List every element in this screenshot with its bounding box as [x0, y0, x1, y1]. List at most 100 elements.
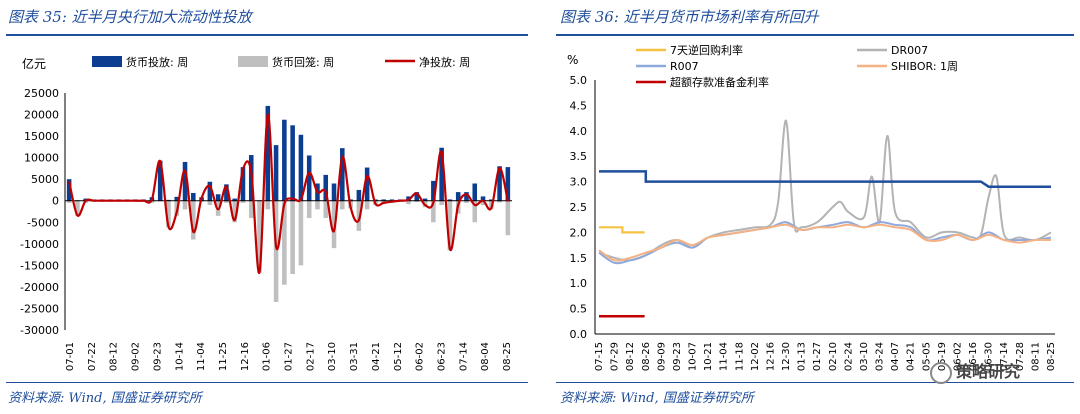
injection-bar	[472, 183, 478, 201]
injection-bar	[282, 119, 287, 201]
dr007-line	[598, 119, 1052, 262]
left-y-tick: -20000	[20, 281, 59, 294]
right-source-rule	[556, 382, 1074, 383]
left-y-tick: -30000	[20, 324, 59, 337]
right-x-tick: 11-04	[719, 342, 730, 371]
left-y-tick: 0	[52, 195, 59, 208]
right-x-tick: 06-30	[984, 342, 995, 371]
legend-r007-label: R007	[670, 60, 699, 73]
withdrawal-bar	[497, 200, 502, 203]
injection-bar	[306, 155, 312, 201]
right-y-tick: 2.0	[570, 226, 588, 239]
withdrawal-bar	[323, 200, 329, 218]
right-chart: % 5.0 4.5 4.0 3.5 3.0 2.5 2.0 1.5 1.0 0.5 0.0 07-15 0…	[567, 43, 1057, 371]
withdrawal-bar	[439, 200, 444, 206]
withdrawal-bar	[66, 200, 72, 203]
right-x-tick: 03-10	[859, 342, 870, 371]
injection-bar	[373, 199, 378, 201]
withdrawal-bar	[273, 200, 279, 302]
withdrawal-bar	[431, 200, 436, 223]
right-x-tick: 03-24	[875, 342, 886, 371]
right-y-tick: 1.0	[570, 277, 588, 290]
left-y-tick: -10000	[20, 238, 59, 251]
withdrawal-bar	[282, 200, 287, 285]
injection-bar	[497, 166, 502, 201]
left-x-tick: 04-21	[371, 342, 382, 371]
left-x-tick: 11-04	[196, 342, 207, 371]
legend-net-label: 净投放: 周	[419, 55, 470, 69]
reserve-ratio-line	[599, 170, 1051, 188]
right-x-tick: 02-10	[828, 342, 839, 371]
injection-bar	[422, 198, 428, 201]
left-x-tick: 11-25	[218, 342, 229, 371]
right-y-tick: 0.0	[570, 328, 588, 341]
left-y-tick: -25000	[20, 302, 59, 315]
right-y-tick: 0.5	[570, 303, 588, 316]
right-y-tick: 3.5	[570, 150, 588, 163]
legend-injection-label: 货币投放: 周	[126, 55, 188, 69]
withdrawal-bar	[480, 200, 486, 206]
left-x-tick: 05-12	[393, 342, 404, 371]
right-y-tick: 4.0	[570, 125, 588, 138]
shibor-line	[598, 223, 1052, 262]
injection-bar	[464, 192, 469, 201]
left-y-tick: -15000	[20, 259, 59, 272]
withdrawal-bar	[166, 200, 171, 228]
left-x-tick: 03-31	[349, 342, 360, 371]
left-x-tick: 01-06	[262, 342, 273, 371]
right-x-tick: 12-16	[765, 342, 776, 371]
withdrawal-bar	[315, 200, 320, 210]
withdrawal-bar	[306, 200, 312, 218]
reverse-repo-line	[599, 226, 645, 234]
right-y-tick: 5.0	[570, 74, 588, 87]
injection-bar	[364, 167, 370, 201]
left-x-tick: 06-23	[436, 342, 447, 371]
right-x-tick: 07-14	[999, 342, 1010, 371]
left-x-tick: 02-17	[305, 342, 316, 371]
legend-withdrawal-label: 货币回笼: 周	[272, 55, 334, 69]
withdrawal-bar	[364, 200, 370, 210]
right-x-tick: 04-21	[906, 342, 917, 371]
right-x-tick: 01-13	[797, 342, 808, 371]
withdrawal-bar	[149, 200, 155, 203]
injection-bar	[215, 194, 221, 201]
withdrawal-bar	[298, 200, 304, 266]
injection-bar	[447, 199, 453, 201]
injection-bar	[414, 192, 420, 201]
right-x-tick: 08-11	[1030, 342, 1041, 371]
right-y-tick: 1.5	[570, 252, 588, 265]
withdrawal-bar	[356, 200, 362, 231]
injection-bar	[191, 192, 196, 201]
right-y-tick: 4.5	[570, 99, 588, 112]
right-x-tick: 10-21	[703, 342, 714, 371]
left-y-tick: 15000	[24, 130, 59, 143]
right-x-tick: 02-24	[843, 342, 854, 371]
injection-bar	[505, 167, 511, 201]
right-x-tick: 11-18	[734, 342, 745, 371]
left-x-tick: 10-14	[174, 342, 185, 371]
right-x-tick: 06-16	[968, 342, 979, 371]
injection-bar	[298, 134, 304, 201]
left-x-tick: 09-02	[131, 342, 142, 371]
left-x-tick: 01-27	[284, 342, 295, 371]
withdrawal-bar	[290, 200, 295, 274]
left-y-unit: 亿元	[22, 56, 46, 71]
withdrawal-bar	[265, 200, 271, 210]
injection-bar	[489, 199, 494, 201]
left-x-tick: 03-10	[327, 342, 338, 371]
right-x-tick: 12-02	[750, 342, 761, 371]
right-x-tick: 06-02	[952, 342, 963, 371]
right-x-tick: 07-15	[594, 342, 605, 371]
injection-bar	[439, 147, 444, 201]
injection-bar	[182, 161, 188, 201]
withdrawal-bar	[207, 200, 213, 206]
left-x-tick: 08-25	[502, 342, 513, 371]
left-chart-title: 图表 35: 近半月央行加大流动性投放	[8, 8, 252, 26]
injection-bar	[431, 180, 436, 201]
injection-bar	[381, 199, 386, 201]
right-title-rule	[556, 34, 1074, 36]
injection-bar	[356, 189, 362, 201]
left-x-tick: 08-12	[109, 342, 120, 371]
injection-bar	[207, 181, 213, 201]
right-x-tick: 12-30	[781, 342, 792, 371]
